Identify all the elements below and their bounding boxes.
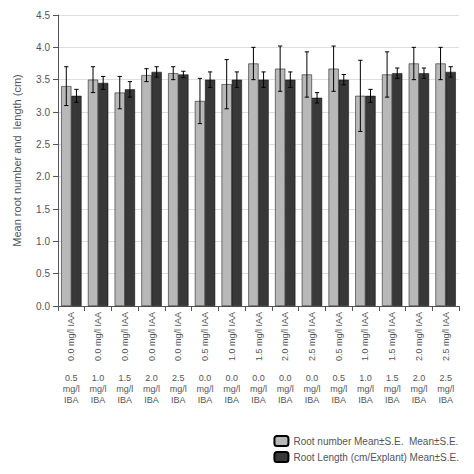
svg-text:3.5: 3.5 — [36, 74, 50, 85]
svg-text:0.0: 0.0 — [306, 373, 319, 383]
svg-text:1.0: 1.0 — [36, 236, 50, 247]
svg-text:mg/l: mg/l — [223, 384, 240, 394]
svg-text:mg/l: mg/l — [250, 384, 267, 394]
svg-text:mg/l: mg/l — [410, 384, 427, 394]
svg-text:IBA: IBA — [438, 395, 453, 405]
svg-text:IBA: IBA — [305, 395, 320, 405]
svg-text:IBA: IBA — [64, 395, 79, 405]
svg-text:mg/l: mg/l — [90, 384, 107, 394]
svg-text:2.5 mg/l IAA: 2.5 mg/l IAA — [441, 312, 451, 361]
svg-text:mg/l: mg/l — [277, 384, 294, 394]
svg-text:IBA: IBA — [412, 395, 427, 405]
svg-text:mg/l: mg/l — [143, 384, 160, 394]
svg-text:0.5: 0.5 — [332, 373, 345, 383]
svg-text:IBA: IBA — [91, 395, 106, 405]
svg-text:1.5: 1.5 — [36, 204, 50, 215]
svg-text:0.0 mg/l IAA: 0.0 mg/l IAA — [147, 312, 157, 361]
svg-text:1.5: 1.5 — [386, 373, 399, 383]
svg-text:2.5 mg/l IAA: 2.5 mg/l IAA — [307, 312, 317, 361]
svg-text:mg/l: mg/l — [330, 384, 347, 394]
svg-text:IBA: IBA — [198, 395, 213, 405]
svg-text:IBA: IBA — [331, 395, 346, 405]
svg-text:2.0: 2.0 — [145, 373, 158, 383]
svg-text:IBA: IBA — [278, 395, 293, 405]
svg-text:0.5: 0.5 — [65, 373, 78, 383]
svg-text:1.5 mg/l IAA: 1.5 mg/l IAA — [254, 312, 264, 361]
svg-text:IBA: IBA — [251, 395, 266, 405]
svg-text:2.5: 2.5 — [36, 139, 50, 150]
svg-text:IBA: IBA — [144, 395, 159, 405]
svg-text:0.5 mg/l IAA: 0.5 mg/l IAA — [200, 312, 210, 361]
svg-text:4.5: 4.5 — [36, 10, 50, 21]
svg-text:Mean root number and length (: Mean root number and length (cm) — [11, 74, 23, 246]
svg-text:mg/l: mg/l — [63, 384, 80, 394]
svg-text:1.0: 1.0 — [92, 373, 105, 383]
svg-text:mg/l: mg/l — [170, 384, 187, 394]
svg-text:mg/l: mg/l — [384, 384, 401, 394]
svg-text:0.0: 0.0 — [36, 301, 50, 312]
svg-text:2.0: 2.0 — [36, 171, 50, 182]
svg-text:0.5 mg/l IAA: 0.5 mg/l IAA — [334, 312, 344, 361]
svg-text:0.0: 0.0 — [199, 373, 212, 383]
svg-text:IBA: IBA — [171, 395, 186, 405]
svg-text:3.0: 3.0 — [36, 107, 50, 118]
svg-text:1.5: 1.5 — [119, 373, 132, 383]
svg-text:mg/l: mg/l — [437, 384, 454, 394]
svg-text:Root number Mean±S.E. Mean±S.: Root number Mean±S.E. Mean±S.E. — [293, 436, 458, 447]
svg-text:0.0 mg/l IAA: 0.0 mg/l IAA — [66, 312, 76, 361]
svg-text:0.0 mg/l IAA: 0.0 mg/l IAA — [173, 312, 183, 361]
svg-text:1.0: 1.0 — [359, 373, 372, 383]
svg-text:0.5: 0.5 — [36, 268, 50, 279]
svg-text:1.5 mg/l IAA: 1.5 mg/l IAA — [387, 312, 397, 361]
svg-text:0.0: 0.0 — [279, 373, 292, 383]
svg-text:mg/l: mg/l — [197, 384, 214, 394]
svg-text:1.0 mg/l IAA: 1.0 mg/l IAA — [227, 312, 237, 361]
svg-text:2.0 mg/l IAA: 2.0 mg/l IAA — [280, 312, 290, 361]
svg-text:2.5: 2.5 — [172, 373, 185, 383]
svg-text:IBA: IBA — [385, 395, 400, 405]
svg-text:Root Length (cm/Explant) Mean±: Root Length (cm/Explant) Mean±S.E. — [293, 452, 459, 463]
svg-text:0.0 mg/l IAA: 0.0 mg/l IAA — [93, 312, 103, 361]
svg-text:IBA: IBA — [225, 395, 240, 405]
svg-text:mg/l: mg/l — [303, 384, 320, 394]
svg-text:2.5: 2.5 — [439, 373, 452, 383]
svg-text:IBA: IBA — [118, 395, 133, 405]
svg-text:IBA: IBA — [358, 395, 373, 405]
svg-text:mg/l: mg/l — [357, 384, 374, 394]
svg-text:2.0: 2.0 — [413, 373, 426, 383]
svg-text:1.0 mg/l IAA: 1.0 mg/l IAA — [360, 312, 370, 361]
svg-text:2.0 mg/l IAA: 2.0 mg/l IAA — [414, 312, 424, 361]
svg-text:mg/l: mg/l — [116, 384, 133, 394]
svg-text:0.0: 0.0 — [252, 373, 265, 383]
svg-text:0.0: 0.0 — [226, 373, 239, 383]
svg-text:4.0: 4.0 — [36, 42, 50, 53]
svg-text:0.0 mg/l IAA: 0.0 mg/l IAA — [120, 312, 130, 361]
